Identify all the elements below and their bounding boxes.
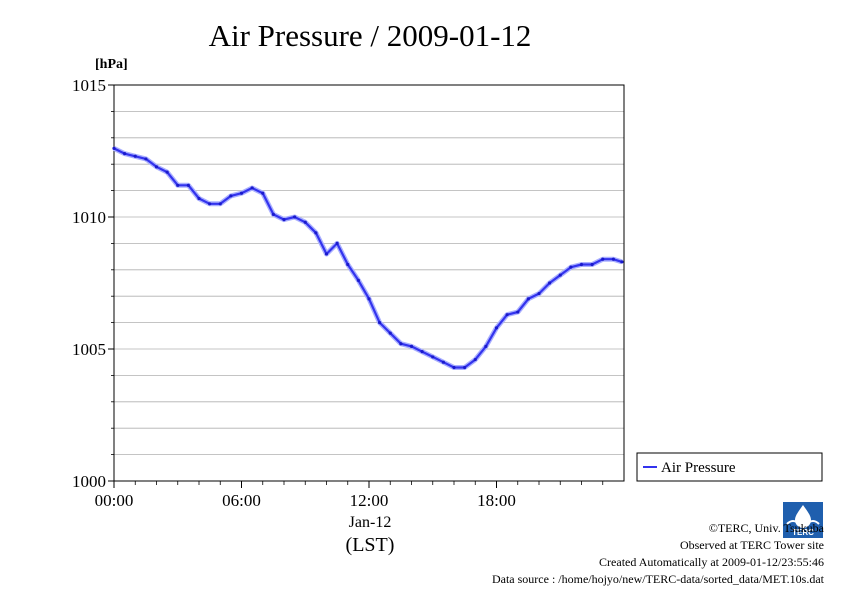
- data-point: [250, 186, 254, 190]
- data-point: [548, 281, 552, 285]
- data-point: [409, 344, 414, 348]
- chart-title: Air Pressure / 2009-01-12: [209, 18, 532, 53]
- data-point: [197, 196, 201, 201]
- observed-site-text: Observed at TERC Tower site: [679, 538, 824, 552]
- data-point: [293, 215, 297, 219]
- data-point: [144, 157, 148, 161]
- series-line-air-pressure: [113, 147, 623, 369]
- y-axis-unit-label: [hPa]: [95, 57, 128, 72]
- data-point: [505, 313, 509, 317]
- data-point: [399, 342, 403, 346]
- data-point: [590, 262, 594, 267]
- data-point: [452, 365, 456, 370]
- data-point: [558, 273, 562, 277]
- created-timestamp-text: Created Automatically at 2009-01-12/23:5…: [599, 555, 824, 569]
- x-tick-label: 18:00: [477, 491, 516, 510]
- y-tick-label: 1000: [72, 472, 106, 491]
- data-point: [601, 257, 605, 261]
- y-tick-label: 1005: [72, 340, 106, 359]
- data-point: [314, 231, 318, 235]
- x-tick-label: 12:00: [350, 491, 389, 510]
- y-tick-label: 1015: [72, 76, 106, 95]
- data-point: [186, 183, 190, 187]
- x-tick-label: 00:00: [95, 491, 134, 510]
- data-point: [282, 218, 286, 222]
- data-point: [431, 355, 435, 359]
- data-point: [367, 297, 371, 301]
- data-point: [378, 321, 382, 325]
- data-point: [154, 165, 159, 169]
- data-point: [494, 326, 499, 330]
- data-point: [261, 191, 265, 195]
- legend-box: [636, 452, 823, 482]
- x-axis-date-label: Jan-12: [349, 514, 392, 531]
- series-layer: [112, 146, 624, 370]
- data-point: [526, 297, 530, 301]
- series-halo: [112, 146, 623, 370]
- data-point: [388, 331, 392, 335]
- data-point: [441, 360, 445, 364]
- data-point: [579, 262, 584, 267]
- terc-logo-icon: TERC: [783, 502, 823, 538]
- x-axis-label: (LST): [346, 534, 395, 556]
- data-point: [611, 257, 615, 261]
- data-point: [123, 152, 127, 156]
- data-point: [239, 191, 244, 195]
- data-point: [229, 194, 233, 198]
- data-point: [620, 260, 624, 264]
- data-source-text: Data source : /home/hojyo/new/TERC-data/…: [491, 572, 824, 586]
- svg-text:TERC: TERC: [792, 528, 814, 537]
- data-point: [569, 265, 573, 269]
- data-point: [420, 350, 424, 354]
- data-point: [335, 241, 339, 245]
- data-point: [346, 262, 350, 267]
- data-point: [112, 146, 116, 150]
- data-point: [537, 291, 541, 296]
- data-point: [165, 170, 169, 174]
- x-axis-ticks: 00:00 06:00 12:00 18:00: [95, 481, 604, 510]
- data-point: [208, 202, 212, 206]
- data-point: [356, 278, 360, 282]
- legend: Air Pressure: [636, 452, 823, 482]
- y-axis-ticks: 1000 1005 1010 1015: [72, 76, 114, 491]
- data-point: [218, 202, 222, 206]
- y-tick-label: 1010: [72, 208, 106, 227]
- grid-lines: [114, 111, 624, 456]
- data-point: [271, 212, 275, 216]
- data-point: [303, 220, 307, 224]
- data-point: [324, 252, 329, 256]
- data-point: [176, 183, 180, 187]
- data-point: [463, 365, 467, 370]
- data-point: [516, 310, 520, 314]
- data-point: [484, 344, 488, 348]
- x-tick-label: 06:00: [222, 491, 261, 510]
- data-point: [473, 357, 477, 362]
- data-point: [133, 154, 137, 158]
- legend-entry-air-pressure: Air Pressure: [661, 460, 736, 476]
- copyright-text: ©TERC, Univ. Tsukuba: [708, 521, 824, 535]
